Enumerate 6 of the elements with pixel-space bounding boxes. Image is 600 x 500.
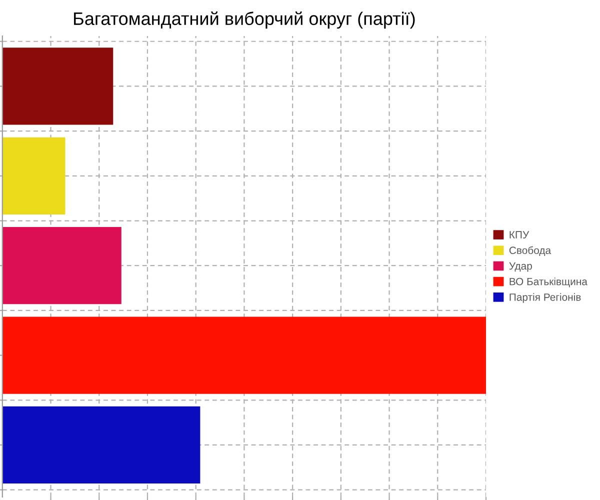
legend-label: КПУ bbox=[510, 231, 530, 238]
legend-label: Свобода bbox=[509, 246, 552, 256]
legend-label: ВО Батьківщина bbox=[510, 278, 588, 288]
legend-label: Партія Регіонів bbox=[510, 293, 581, 303]
chart-title: Багатомандатний виборчий округ (партії) bbox=[74, 11, 415, 29]
legend-label: Удар bbox=[509, 262, 532, 272]
